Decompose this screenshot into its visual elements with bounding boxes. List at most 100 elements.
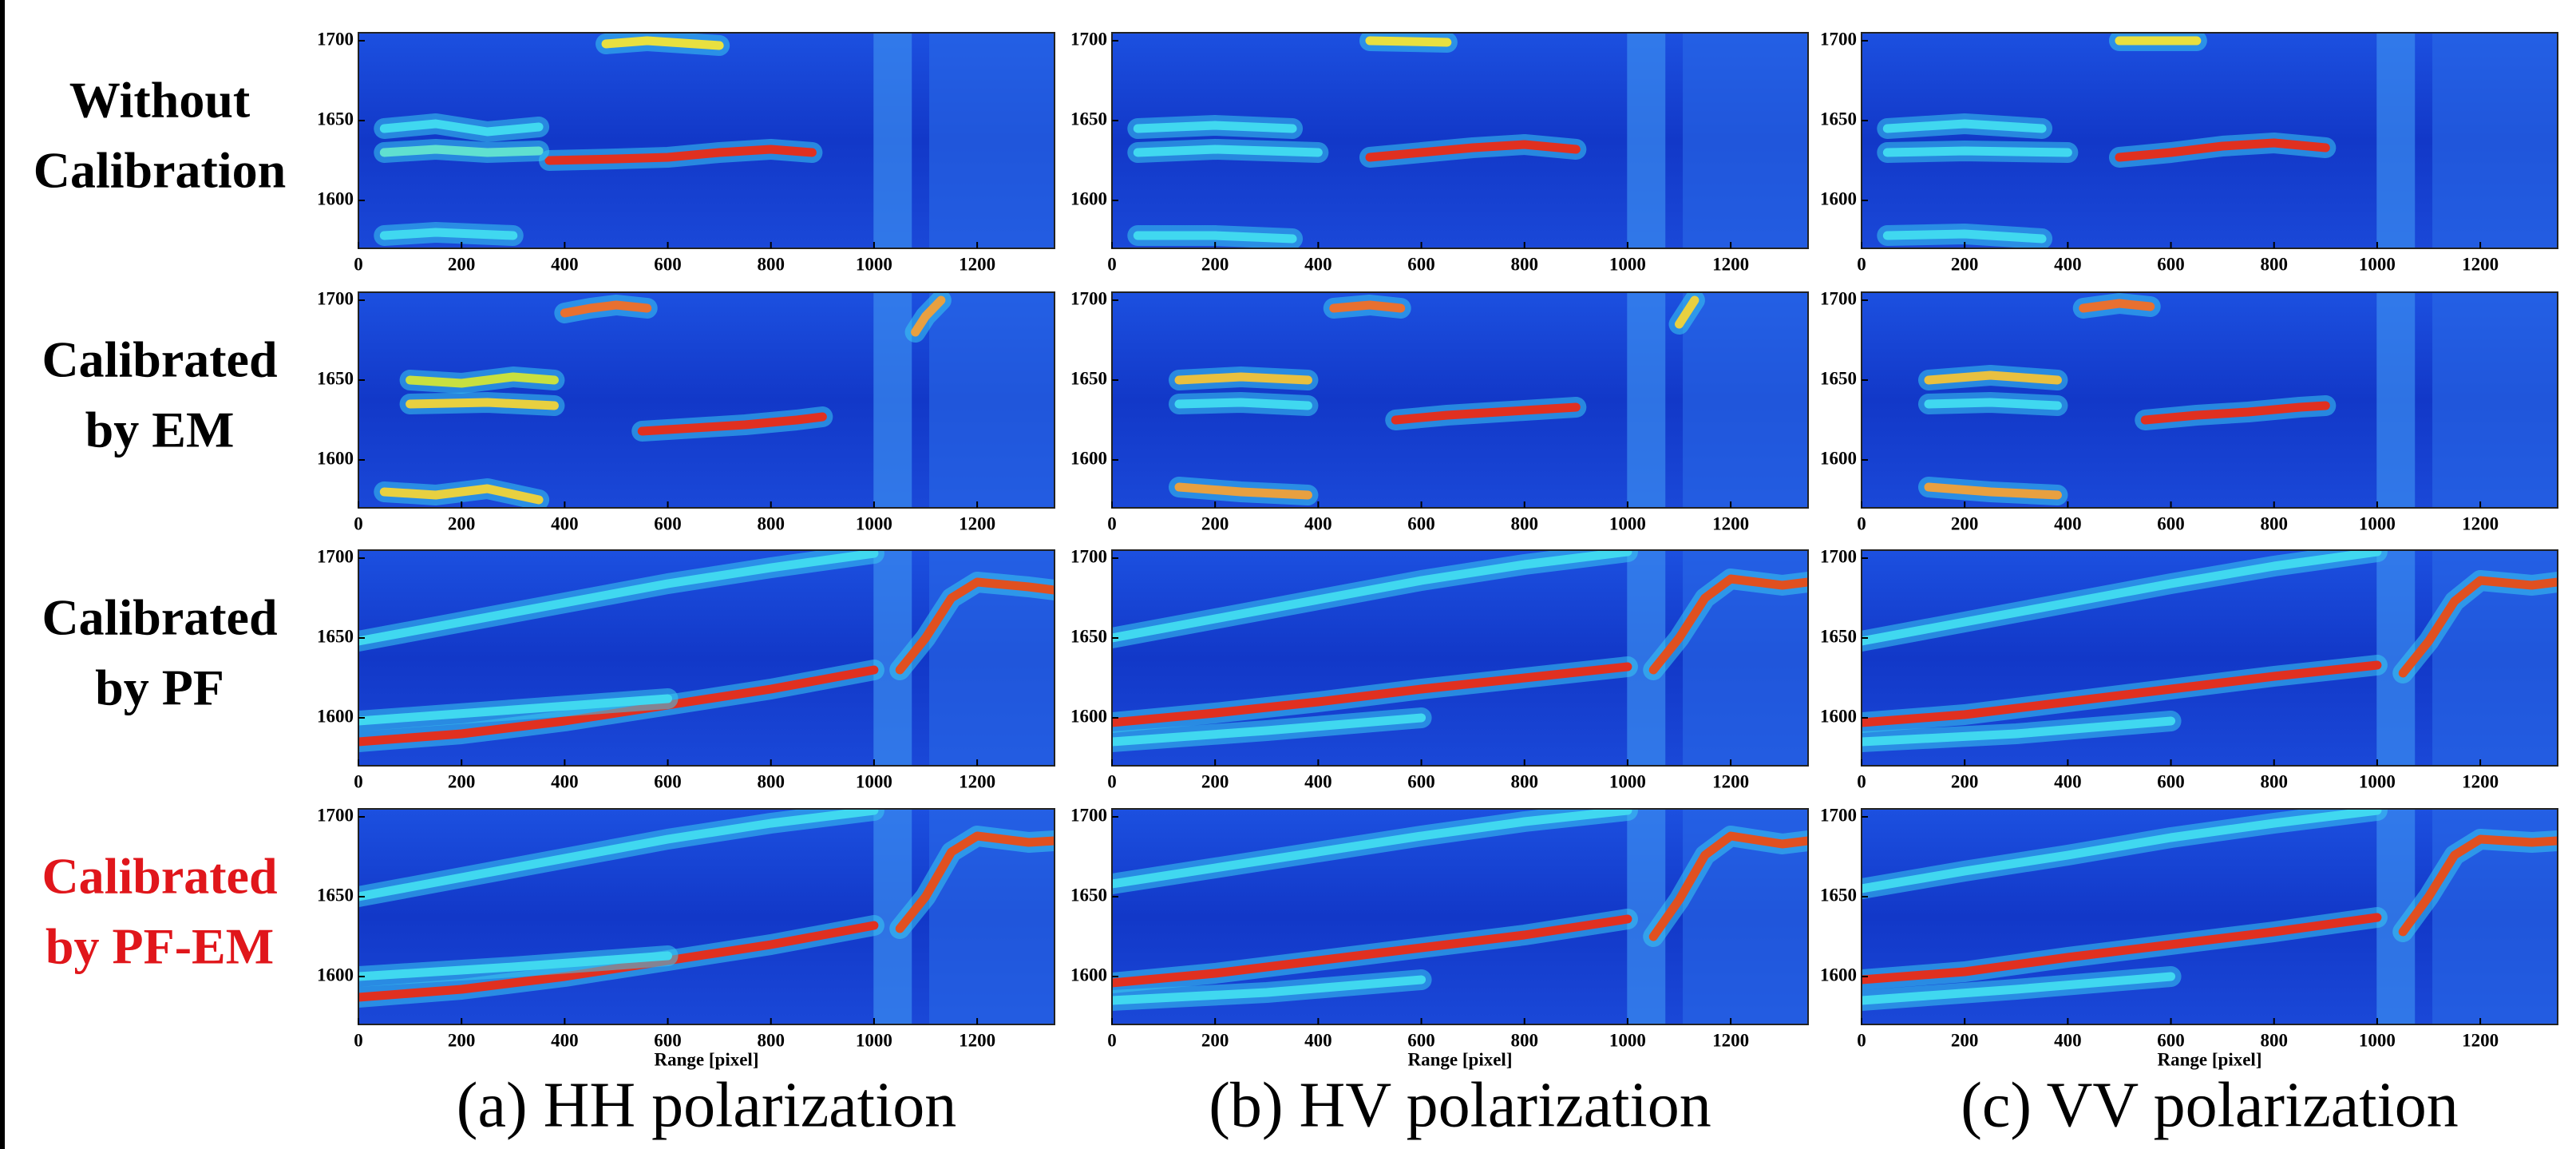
panel: 0 200 400 600 800 1000 1200 1600 1650 1700 bbox=[1070, 546, 1809, 791]
track bbox=[1112, 809, 1632, 889]
track bbox=[1174, 398, 1312, 410]
x-tick-label: 1200 bbox=[2462, 771, 2499, 791]
panel: 0 200 400 600 800 1000 1200 1600 1650 1700 bbox=[317, 546, 1055, 791]
x-tick-label: 600 bbox=[1407, 771, 1435, 791]
y-tick-label: 1600 bbox=[1070, 706, 1107, 726]
x-tick-label: 200 bbox=[1951, 771, 1979, 791]
x-tick-label: 400 bbox=[551, 254, 579, 274]
tracks bbox=[1877, 33, 2337, 248]
x-tick-label: 200 bbox=[1201, 254, 1229, 274]
track bbox=[1112, 713, 1426, 747]
track bbox=[358, 550, 879, 646]
y-tick-label: 1650 bbox=[317, 109, 354, 129]
x-tick-label: 800 bbox=[2260, 513, 2288, 533]
x-tick-label: 800 bbox=[1510, 1030, 1538, 1050]
tracks bbox=[1168, 292, 1705, 505]
x-tick-label: 800 bbox=[757, 771, 785, 791]
x-tick-label: 0 bbox=[354, 1030, 363, 1050]
x-tick-label: 400 bbox=[551, 513, 579, 533]
panel: 0 200 400 600 800 1000 1200 1600 1650 1700 bbox=[1820, 546, 2558, 791]
x-tick-label: 800 bbox=[2260, 771, 2288, 791]
x-tick-label: 600 bbox=[1407, 513, 1435, 533]
y-tick-label: 1600 bbox=[1070, 448, 1107, 468]
row-label: by PF-EM bbox=[46, 918, 274, 975]
x-tick-label: 600 bbox=[2157, 771, 2185, 791]
tracks bbox=[1862, 809, 2558, 1011]
x-tick-label: 200 bbox=[1951, 1030, 1979, 1050]
tracks bbox=[1112, 550, 1808, 752]
x-tick-label: 800 bbox=[1510, 771, 1538, 791]
track bbox=[2115, 138, 2330, 162]
track bbox=[1365, 140, 1581, 162]
row-label: Calibration bbox=[34, 142, 286, 199]
track bbox=[1862, 913, 2382, 985]
x-tick-label: 600 bbox=[1407, 1030, 1435, 1050]
row-label: Calibrated bbox=[42, 848, 277, 905]
track bbox=[1862, 550, 2382, 646]
track bbox=[1133, 231, 1297, 244]
x-axis-label: Range [pixel] bbox=[1408, 1049, 1513, 1069]
y-tick-label: 1600 bbox=[1820, 188, 1857, 208]
track bbox=[1675, 295, 1700, 329]
heatmap-band bbox=[1627, 292, 1666, 508]
panel: 0 200 400 600 800 1000 1200 1600 1650 1700 bbox=[317, 29, 1055, 274]
x-tick-label: 400 bbox=[2054, 1030, 2082, 1050]
track bbox=[1648, 574, 1808, 675]
track bbox=[911, 295, 946, 337]
y-tick-label: 1650 bbox=[1820, 885, 1857, 905]
track bbox=[637, 412, 827, 436]
track bbox=[1329, 300, 1406, 313]
y-tick-label: 1700 bbox=[1820, 546, 1857, 566]
plot-frame bbox=[358, 549, 1055, 767]
x-tick-label: 1200 bbox=[2462, 1030, 2499, 1050]
x-tick-label: 1200 bbox=[1712, 771, 1749, 791]
y-tick-label: 1700 bbox=[1820, 805, 1857, 825]
x-tick-label: 1000 bbox=[1609, 513, 1646, 533]
y-tick-label: 1650 bbox=[317, 368, 354, 388]
x-tick-label: 1200 bbox=[2462, 254, 2499, 274]
track bbox=[379, 145, 544, 157]
track bbox=[2398, 834, 2558, 937]
track bbox=[601, 36, 724, 50]
row-label: by PF bbox=[95, 660, 224, 716]
column-title: (b) HV polarization bbox=[1209, 1070, 1711, 1140]
x-tick-label: 1000 bbox=[856, 771, 892, 791]
tracks bbox=[374, 292, 952, 508]
tracks bbox=[1112, 809, 1808, 1011]
x-tick-label: 0 bbox=[354, 513, 363, 533]
track bbox=[1112, 550, 1632, 643]
y-tick-label: 1700 bbox=[1070, 805, 1107, 825]
panel: 0 200 400 600 800 1000 1200 1600 1650 1700 bbox=[1070, 29, 1809, 274]
y-tick-label: 1650 bbox=[1070, 626, 1107, 646]
tracks bbox=[1917, 293, 2337, 505]
track bbox=[1862, 716, 2176, 747]
track bbox=[406, 372, 559, 388]
x-tick-label: 1000 bbox=[1609, 771, 1646, 791]
panel: 0 200 400 600 800 1000 1200 1600 1650 1700 bbox=[1070, 288, 1809, 533]
y-tick-label: 1600 bbox=[317, 965, 354, 985]
y-tick-label: 1700 bbox=[1070, 546, 1107, 566]
x-tick-label: 1000 bbox=[856, 513, 892, 533]
tracks bbox=[358, 550, 1055, 752]
x-tick-label: 0 bbox=[1857, 254, 1866, 274]
x-tick-label: 1000 bbox=[1609, 1030, 1646, 1050]
panel: 0 200 400 600 800 1000 1200 1600 1650 1700 Range [… bbox=[1820, 805, 2558, 1069]
x-tick-label: 400 bbox=[1304, 513, 1332, 533]
y-tick-label: 1650 bbox=[1820, 368, 1857, 388]
x-tick-label: 800 bbox=[2260, 254, 2288, 274]
y-tick-label: 1700 bbox=[1820, 288, 1857, 308]
track bbox=[1391, 402, 1581, 425]
x-tick-label: 400 bbox=[2054, 254, 2082, 274]
y-tick-label: 1700 bbox=[317, 805, 354, 825]
y-tick-label: 1700 bbox=[317, 546, 354, 566]
heatmap-band bbox=[1683, 33, 1808, 248]
x-tick-label: 1200 bbox=[1712, 254, 1749, 274]
x-tick-label: 600 bbox=[654, 1030, 682, 1050]
x-tick-label: 0 bbox=[1107, 771, 1117, 791]
plot-frame bbox=[1861, 32, 2558, 249]
y-tick-label: 1650 bbox=[1070, 368, 1107, 388]
y-tick-label: 1650 bbox=[1070, 109, 1107, 129]
track bbox=[1112, 914, 1632, 988]
track bbox=[1882, 146, 2072, 157]
